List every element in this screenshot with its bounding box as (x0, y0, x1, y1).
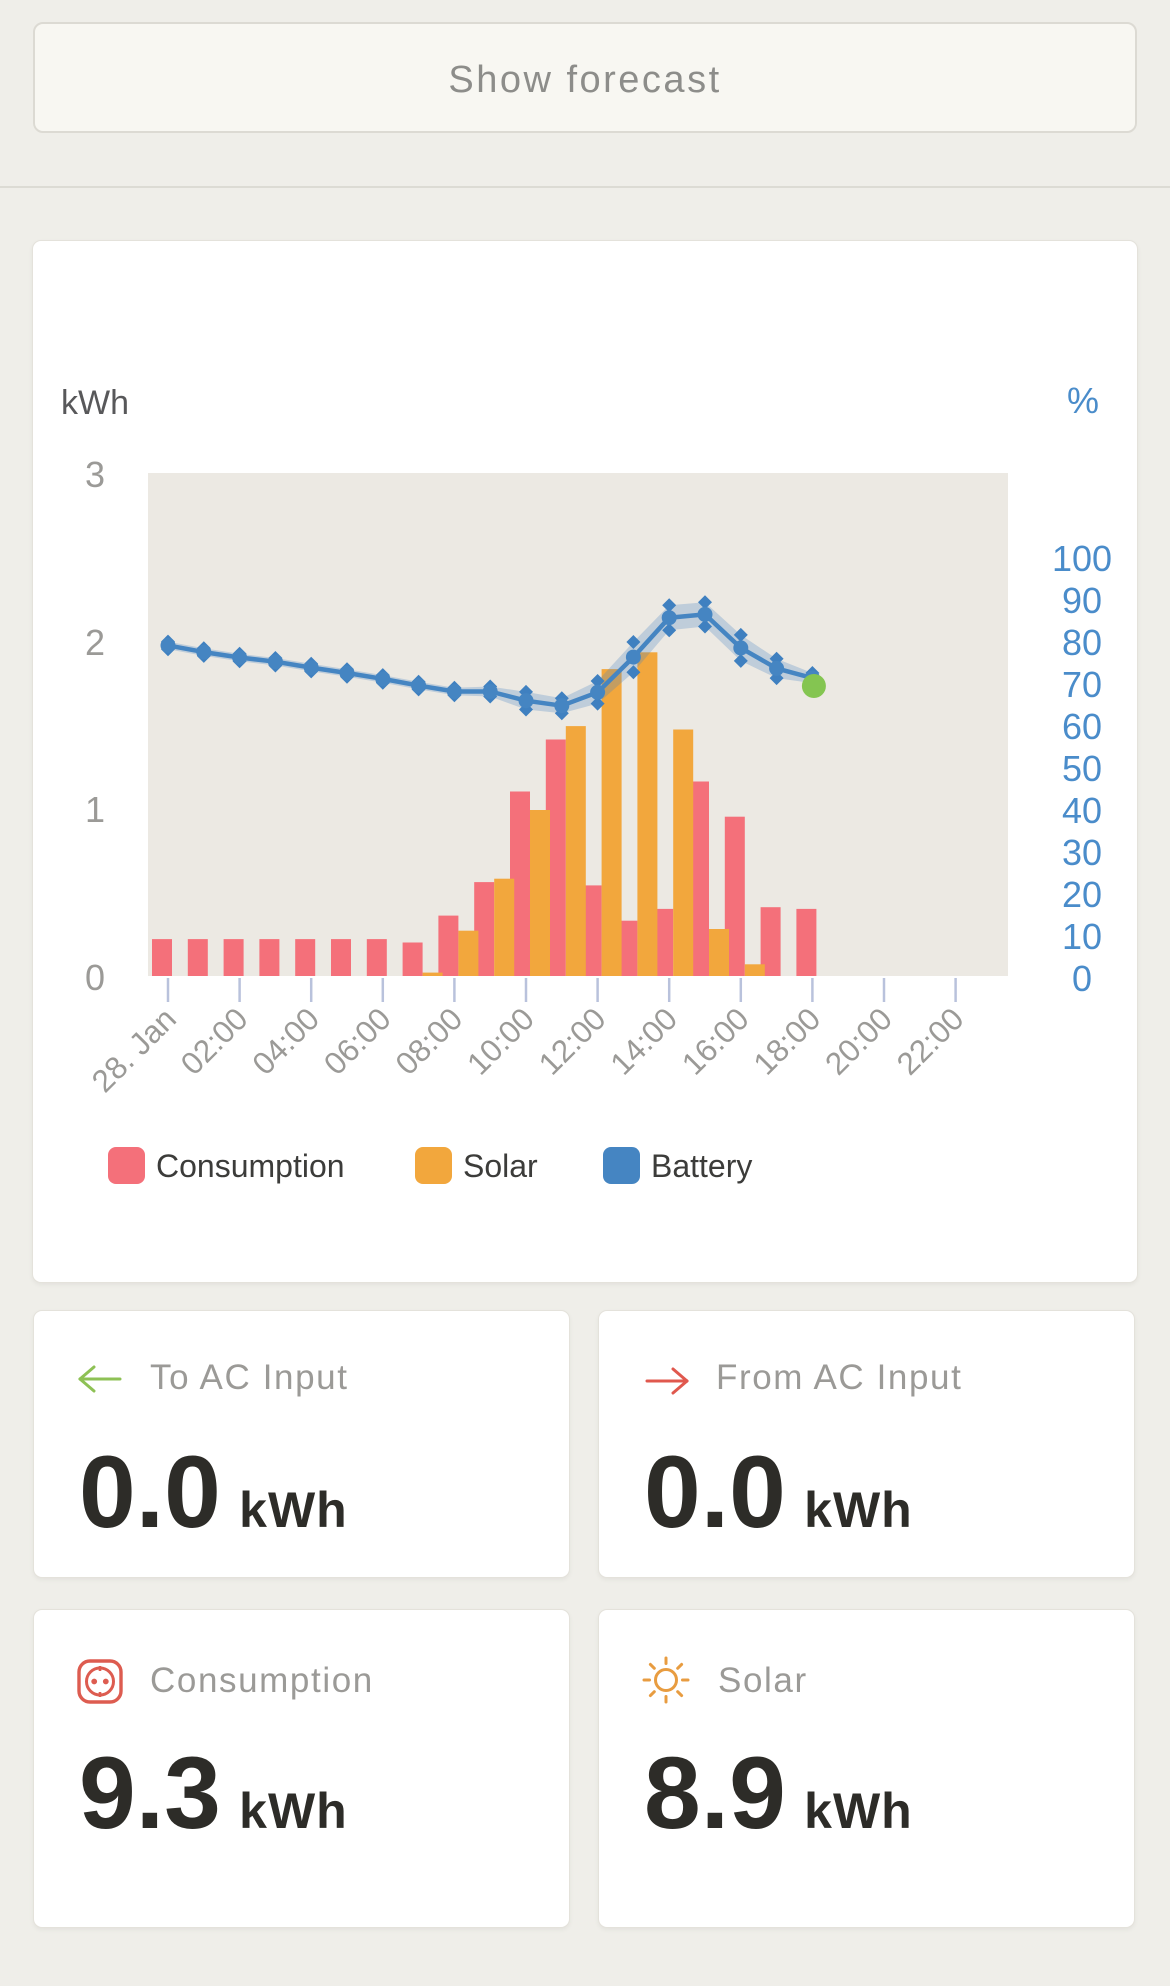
svg-text:20:00: 20:00 (818, 1000, 899, 1081)
svg-text:3: 3 (85, 454, 105, 495)
svg-text:0: 0 (1072, 958, 1092, 999)
svg-text:60: 60 (1062, 706, 1102, 747)
svg-text:28. Jan: 28. Jan (84, 1000, 183, 1099)
svg-text:14:00: 14:00 (603, 1000, 684, 1081)
svg-text:kWh: kWh (61, 384, 129, 422)
svg-text:70: 70 (1062, 664, 1102, 705)
svg-text:10:00: 10:00 (460, 1000, 541, 1081)
svg-text:%: % (1067, 380, 1099, 421)
svg-text:Consumption: Consumption (156, 1148, 345, 1184)
svg-text:50: 50 (1062, 748, 1102, 789)
svg-text:90: 90 (1062, 580, 1102, 621)
svg-text:18:00: 18:00 (746, 1000, 827, 1081)
svg-text:08:00: 08:00 (388, 1000, 469, 1081)
svg-text:16:00: 16:00 (675, 1000, 756, 1081)
svg-text:04:00: 04:00 (245, 1000, 326, 1081)
svg-text:100: 100 (1052, 538, 1112, 579)
svg-text:06:00: 06:00 (317, 1000, 398, 1081)
svg-text:10: 10 (1062, 916, 1102, 957)
svg-text:02:00: 02:00 (173, 1000, 254, 1081)
svg-text:12:00: 12:00 (531, 1000, 612, 1081)
svg-text:30: 30 (1062, 832, 1102, 873)
svg-text:22:00: 22:00 (889, 1000, 970, 1081)
svg-text:40: 40 (1062, 790, 1102, 831)
svg-text:Solar: Solar (463, 1148, 538, 1184)
svg-text:Battery: Battery (651, 1148, 752, 1184)
svg-text:0: 0 (85, 957, 105, 998)
svg-text:80: 80 (1062, 622, 1102, 663)
svg-text:1: 1 (85, 789, 105, 830)
svg-text:2: 2 (85, 622, 105, 663)
svg-text:20: 20 (1062, 874, 1102, 915)
